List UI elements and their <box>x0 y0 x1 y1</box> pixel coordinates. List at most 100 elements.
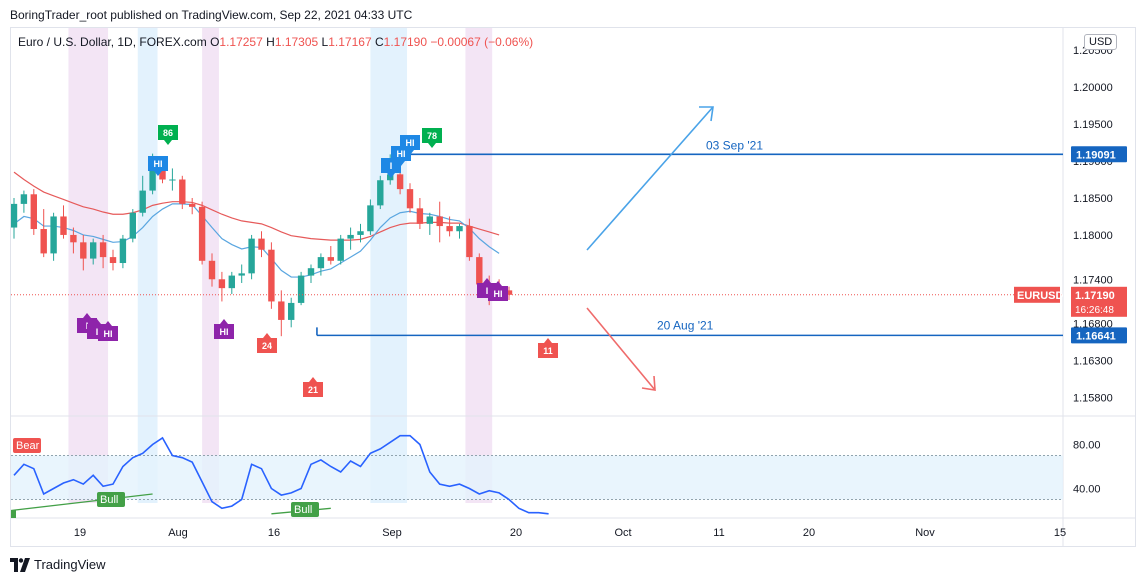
candle-body <box>436 216 443 227</box>
marker-red: 24 <box>257 333 277 353</box>
candle-body <box>179 179 186 204</box>
price-tag-countdown: 16:26:48 <box>1075 305 1114 316</box>
marker-label: HI <box>397 149 406 159</box>
marker-shape <box>488 281 508 301</box>
candle-body <box>149 164 156 191</box>
price-tick-label: 1.18500 <box>1073 193 1113 205</box>
marker-label: I <box>486 286 489 296</box>
marker-blue: HI <box>148 156 168 176</box>
time-tick-label: 20 <box>803 527 815 539</box>
level-tag-high: 1.19091 <box>1076 149 1116 161</box>
marker-label: HI <box>220 327 229 337</box>
marker-label: I <box>96 327 99 337</box>
chart-frame[interactable]: 1.205001.200001.195001.190001.185001.180… <box>10 27 1136 547</box>
level-tag-high-bg <box>1071 146 1127 163</box>
level-label-high: 03 Sep '21 <box>706 138 763 152</box>
candle-body <box>198 206 206 261</box>
osc-signal-bg <box>97 492 125 507</box>
marker-shape <box>98 321 118 341</box>
candle-body <box>317 257 325 269</box>
ohlc-legend: Euro / U.S. Dollar, 1D, FOREX.com O1.172… <box>18 35 533 49</box>
marker-shape <box>214 319 234 339</box>
osc-band <box>11 455 1063 500</box>
candle-body <box>169 179 176 181</box>
symbol-title: Euro / U.S. Dollar, 1D, FOREX.com <box>18 35 207 49</box>
marker-green: 86 <box>158 125 178 145</box>
marker-label: I <box>390 161 393 171</box>
candle-body <box>159 164 166 180</box>
close-value: 1.17190 <box>383 35 428 49</box>
marker-label: 21 <box>308 385 318 395</box>
marker-purple: HI <box>214 319 234 339</box>
time-tick-label: Oct <box>614 527 631 539</box>
candle-body <box>268 249 275 302</box>
candle-body <box>80 242 87 259</box>
price-tick-label: 1.17400 <box>1073 274 1113 286</box>
candle-body <box>426 216 433 224</box>
candle-body <box>337 238 344 261</box>
candle-body <box>446 226 453 232</box>
marker-label: HI <box>406 138 415 148</box>
currency-button[interactable]: USD <box>1084 34 1118 50</box>
candle-body <box>20 194 28 204</box>
footer-brand: TradingView <box>34 557 106 572</box>
candle-body <box>476 257 483 285</box>
marker-label: 78 <box>427 131 437 141</box>
marker-label: HI <box>494 289 503 299</box>
candle-body <box>99 242 107 258</box>
candle-body <box>218 279 226 289</box>
chart-canvas[interactable]: 1.205001.200001.195001.190001.185001.180… <box>11 28 1135 546</box>
marker-blue: I <box>381 158 401 178</box>
close-label: C <box>374 35 384 49</box>
marker-shape <box>538 338 558 358</box>
marker-shape <box>257 333 277 353</box>
bear-arrow-head <box>641 375 656 391</box>
time-tick-label: Sep <box>382 527 402 539</box>
candle-body <box>288 302 295 320</box>
osc-edge-marker <box>11 510 16 518</box>
marker-label: 86 <box>163 128 173 138</box>
highlight-zone <box>137 28 158 503</box>
candle-body <box>189 203 196 207</box>
candle-body <box>60 216 67 235</box>
oscillator-line <box>13 434 549 515</box>
osc-signal-bg <box>13 438 41 453</box>
candle-body <box>40 229 47 254</box>
open-label: O <box>210 35 220 49</box>
candle-body <box>466 226 473 258</box>
marker-shape <box>148 156 168 176</box>
candle-body <box>248 238 255 274</box>
marker-purple: HI <box>98 321 118 341</box>
candle-body <box>357 231 364 235</box>
marker-label: HI <box>154 159 163 169</box>
osc-signal-label: Bear <box>16 440 40 452</box>
time-tick-label: 20 <box>510 527 522 539</box>
change-value: −0.00067 (−0.06%) <box>430 35 534 49</box>
candle-body <box>406 189 414 209</box>
candle-body <box>387 174 394 181</box>
candle-body <box>139 190 146 213</box>
bull-divergence-line <box>11 493 153 512</box>
price-tag-value: 1.17190 <box>1075 290 1115 302</box>
candle-body <box>109 257 117 264</box>
level-tag-low-bg <box>1071 327 1127 344</box>
osc-signal-label: Bull <box>294 504 312 516</box>
candle-body <box>129 212 136 239</box>
time-tick-label: 15 <box>1054 527 1066 539</box>
candle-body <box>456 226 463 232</box>
candle-body <box>396 174 404 190</box>
marker-red: 11 <box>538 338 558 358</box>
candle-body <box>70 234 77 243</box>
bull-arrow-head <box>699 106 714 122</box>
candle-body <box>50 216 57 254</box>
marker-purple: HI <box>488 281 508 301</box>
candle-body <box>208 260 216 280</box>
marker-shape <box>158 125 178 145</box>
marker-label: 24 <box>262 341 272 351</box>
osc-signal-label: Bull <box>100 494 118 506</box>
symbol-tag-bg <box>1014 286 1060 303</box>
level-label-low: 20 Aug '21 <box>657 318 714 332</box>
time-tick-label: 11 <box>713 527 724 539</box>
time-tick-label: 16 <box>268 527 280 539</box>
time-tick-label: Aug <box>168 527 188 539</box>
